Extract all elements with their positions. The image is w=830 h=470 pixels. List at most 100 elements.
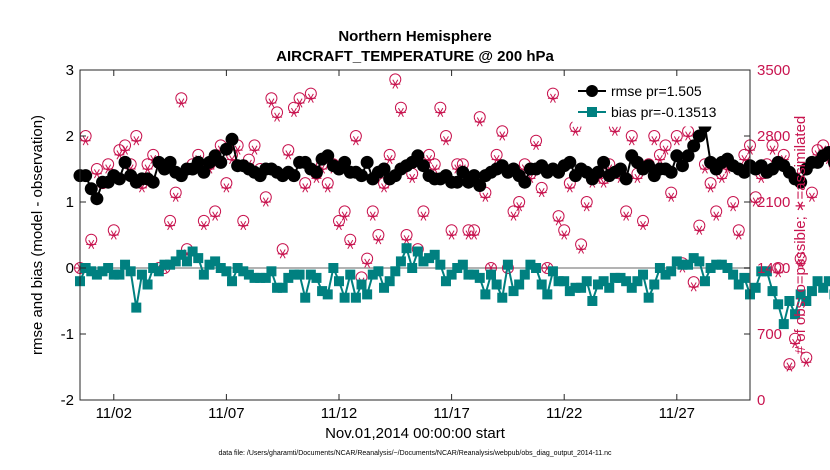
bias-marker (373, 266, 384, 277)
bias-marker (688, 253, 699, 264)
asterisk-stroke (324, 183, 331, 193)
asterisk-stroke (397, 107, 404, 118)
asterisk-stroke (88, 239, 95, 250)
bias-marker (790, 309, 801, 320)
bias-marker (114, 269, 125, 280)
bias-marker (587, 296, 598, 306)
obs-assimilated-marker (277, 249, 288, 259)
bias-marker (615, 272, 626, 283)
right-y-tick-label: 0 (757, 392, 765, 409)
bias-marker (272, 282, 283, 293)
bias-marker (773, 299, 784, 310)
bias-marker (170, 256, 181, 267)
obs-assimilated-marker (767, 145, 778, 155)
bias-marker (638, 269, 649, 280)
bias-marker (345, 269, 356, 280)
legend-bias-marker (587, 107, 597, 117)
bias-marker (694, 256, 705, 267)
asterisk-stroke (302, 183, 309, 193)
x-tick-label: 11/17 (433, 405, 469, 422)
asterisk-stroke (561, 230, 568, 240)
asterisk-stroke (696, 225, 703, 235)
obs-assimilated-marker (350, 136, 361, 146)
bias-marker (722, 263, 733, 273)
obs-assimilated-marker (683, 131, 694, 141)
rmse-marker (287, 169, 301, 183)
bias-marker (716, 259, 727, 270)
bias-marker (446, 269, 457, 280)
y-tick-label: -1 (61, 326, 74, 343)
rmse-marker (687, 139, 701, 153)
bias-marker (570, 282, 581, 293)
legend-rmse-marker (586, 85, 598, 97)
asterisk-stroke (251, 145, 258, 155)
rmse-marker (473, 179, 487, 192)
obs-possible-marker (783, 358, 796, 371)
obs-assimilated-marker (626, 136, 637, 146)
bias-marker (609, 272, 620, 283)
asterisk-stroke (229, 154, 235, 165)
asterisk-stroke (533, 140, 539, 151)
y-tick-label: 2 (66, 128, 74, 145)
legend-rmse-label: rmse pr=1.505 (611, 83, 702, 99)
bias-marker (300, 292, 311, 303)
obs-assimilated-marker (790, 338, 801, 349)
bias-marker (497, 292, 508, 303)
obs-assimilated-marker (165, 220, 176, 231)
rmse-marker (84, 182, 98, 196)
bias-marker (457, 259, 468, 270)
rmse-marker (377, 162, 391, 176)
obs-assimilated-marker (390, 79, 401, 89)
right-y-axis-ticks: 0 700 1400 2100 2800 3500 (744, 62, 790, 409)
bias-marker (778, 319, 789, 330)
obs-assimilated-marker (362, 258, 373, 268)
legend: rmse pr=1.505 bias pr=-0.13513 (572, 77, 746, 127)
obs-assimilated-marker (418, 211, 429, 221)
bias-marker (232, 263, 243, 273)
rmse-marker (214, 155, 228, 169)
obs-assimilated-marker (638, 220, 649, 231)
bias-marker (536, 279, 547, 290)
bias-marker (103, 263, 114, 273)
obs-assimilated-marker (345, 239, 356, 250)
asterisk-stroke (268, 98, 275, 108)
x-axis-ticks: 11/02 11/07 11/12 11/17 11/22 11/27 (96, 70, 695, 422)
asterisk-stroke (285, 150, 292, 160)
rmse-marker (681, 149, 695, 163)
obs-assimilated-marker (260, 197, 271, 207)
bias-marker (508, 286, 519, 297)
y-tick-label: 3 (66, 62, 74, 79)
obs-assimilated-marker (609, 126, 620, 136)
asterisk-stroke (499, 131, 506, 141)
bias-marker (756, 266, 767, 277)
bias-marker (502, 259, 513, 270)
bias-marker (632, 276, 643, 287)
bias-marker (181, 256, 192, 267)
obs-assimilated-marker (711, 211, 722, 221)
asterisk-stroke (510, 211, 517, 221)
bias-marker (435, 259, 446, 270)
bias-marker (86, 266, 97, 277)
bias-marker (328, 263, 339, 273)
bias-marker (795, 289, 806, 300)
bias-marker (412, 246, 423, 257)
asterisk-stroke (471, 230, 478, 240)
asterisk-stroke (262, 197, 269, 207)
asterisk-stroke (122, 145, 128, 155)
bias-marker (429, 249, 440, 260)
bias-marker (294, 269, 305, 280)
bias-marker (474, 272, 485, 283)
obs-assimilated-marker (576, 244, 587, 254)
obs-assimilated-marker (649, 136, 660, 146)
bias-marker (108, 269, 119, 280)
chart-title-line-1: Northern Hemisphere (338, 28, 491, 45)
obs-assimilated-marker (474, 117, 485, 127)
asterisk-stroke (578, 244, 585, 254)
rmse-series (73, 119, 830, 206)
asterisk-stroke (172, 192, 179, 202)
obs-assimilated-marker (266, 98, 277, 108)
asterisk-stroke (200, 220, 207, 231)
asterisk-stroke (167, 220, 174, 231)
obs-assimilated-marker (694, 225, 705, 235)
bias-marker (277, 282, 288, 293)
